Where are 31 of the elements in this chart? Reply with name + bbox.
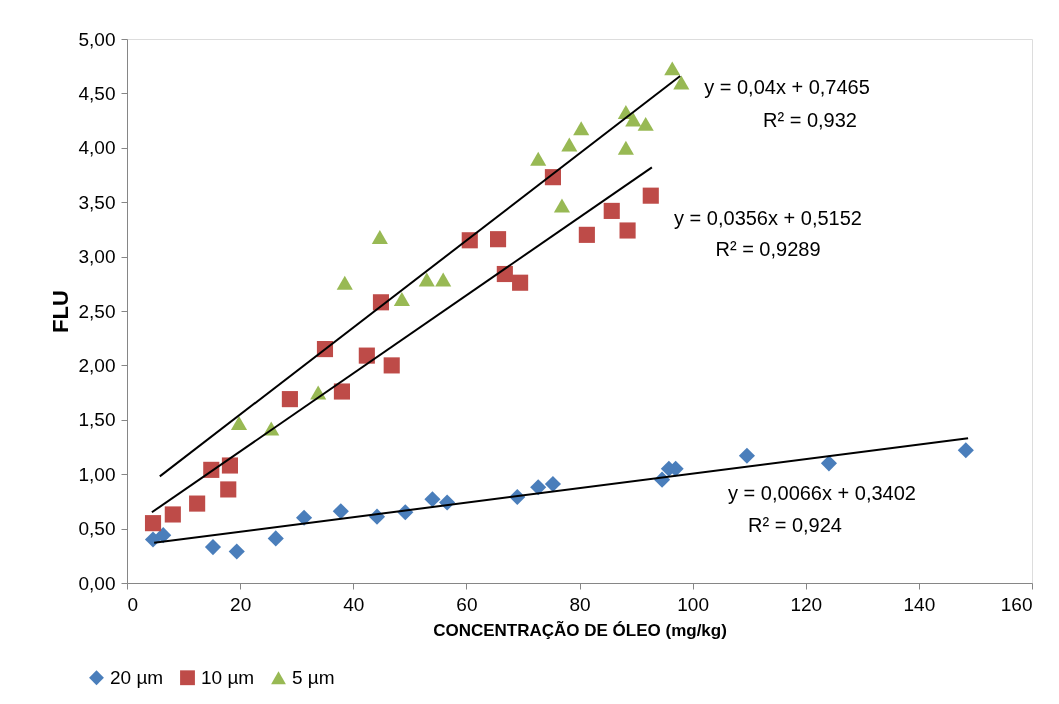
annotation: y = 0,0066x + 0,3402 [728,482,916,504]
legend-label: 20 µm [110,666,164,688]
x-tick-label: 140 [903,593,936,615]
y-axis-title: FLU [47,290,73,333]
x-tick-label: 40 [343,593,365,615]
y-tick-label: 5,00 [78,28,116,50]
y-tick-label: 4,50 [78,82,116,104]
annotation: y = 0,0356x + 0,5152 [674,207,862,229]
x-axis-title: CONCENTRAÇÃO DE ÓLEO (mg/kg) [433,619,727,640]
y-tick-label: 3,00 [78,246,116,268]
y-tick-label: 1,00 [78,463,116,485]
annotation: R² = 0,932 [763,109,857,131]
legend-label: 10 µm [201,666,255,688]
y-tick-label: 0,50 [78,518,116,540]
annotation: R² = 0,924 [748,514,842,536]
x-tick-label: 20 [230,593,252,615]
x-tick-label: 100 [677,593,709,615]
x-tick-label: 60 [456,593,478,615]
x-tick-label: 160 [1000,593,1033,615]
y-tick-label: 0,00 [78,572,116,594]
annotation: y = 0,04x + 0,7465 [704,76,870,98]
y-tick-label: 4,00 [78,137,116,159]
x-tick-label: 0 [127,593,139,615]
x-tick-label: 120 [790,593,823,615]
y-tick-label: 3,50 [78,191,116,213]
annotation: R² = 0,9289 [715,238,821,260]
y-tick-label: 1,50 [78,409,116,431]
legend-label: 5 µm [292,666,335,688]
y-tick-label: 2,00 [78,354,116,376]
x-tick-label: 80 [569,593,591,615]
y-tick-label: 2,50 [78,300,116,322]
